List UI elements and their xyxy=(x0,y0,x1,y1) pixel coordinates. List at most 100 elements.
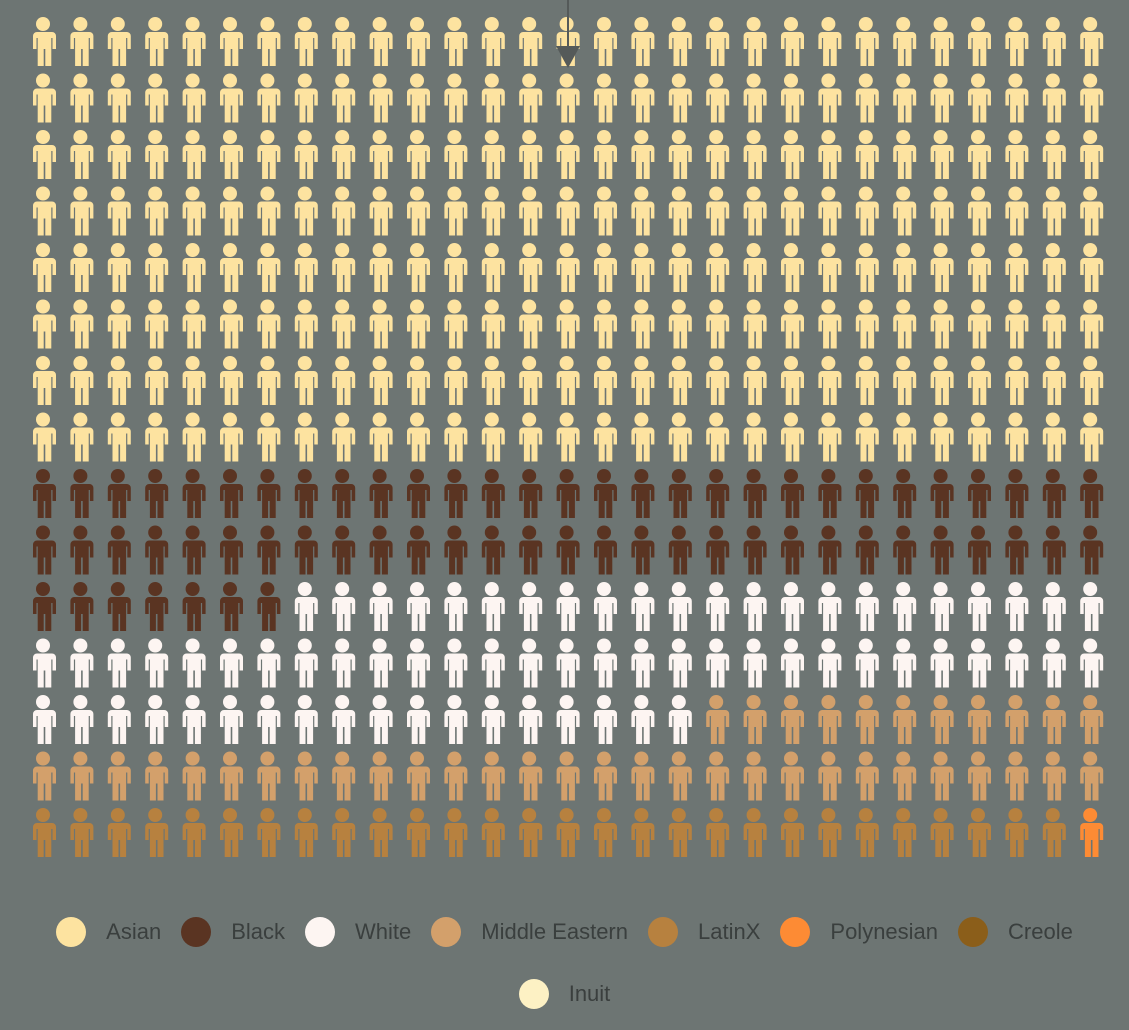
person-icon xyxy=(145,638,169,688)
legend-item-middle-eastern[interactable]: Middle Eastern xyxy=(431,912,628,952)
legend-swatch xyxy=(518,979,549,1009)
person-icon xyxy=(855,525,879,575)
person-icon xyxy=(968,638,991,688)
legend-label: White xyxy=(355,919,412,944)
person-icon xyxy=(818,73,842,123)
person-icon xyxy=(107,695,131,744)
person-icon xyxy=(182,356,206,405)
legend-swatch xyxy=(181,917,212,947)
person-icon xyxy=(855,582,879,631)
person-icon xyxy=(369,638,393,688)
person-icon xyxy=(855,130,879,179)
person-icon xyxy=(145,469,169,518)
person-icon xyxy=(1080,582,1104,631)
person-icon xyxy=(706,73,730,123)
person-icon xyxy=(481,17,505,66)
person-icon xyxy=(1042,751,1066,801)
person-icon xyxy=(519,73,543,123)
person-icon xyxy=(257,638,281,688)
person-icon xyxy=(519,808,543,857)
person-icon xyxy=(257,582,281,631)
person-icon xyxy=(1080,243,1104,292)
legend-item-white[interactable]: White xyxy=(305,912,411,952)
person-icon xyxy=(668,582,692,631)
person-icon xyxy=(407,638,430,688)
person-icon xyxy=(369,356,393,405)
person-icon xyxy=(594,356,617,405)
person-icon xyxy=(818,356,842,405)
person-icon xyxy=(70,469,94,518)
person-icon xyxy=(257,130,281,179)
person-icon xyxy=(145,525,169,575)
person-icon xyxy=(1080,186,1104,236)
legend-item-asian[interactable]: Asian xyxy=(56,912,161,952)
person-icon xyxy=(743,356,767,405)
person-icon xyxy=(893,243,917,292)
person-icon xyxy=(444,186,468,236)
person-icon xyxy=(706,243,730,292)
person-icon xyxy=(631,638,655,688)
person-icon xyxy=(481,243,505,292)
person-icon xyxy=(930,356,954,405)
person-icon xyxy=(668,186,692,236)
person-icon xyxy=(70,243,94,292)
person-icon xyxy=(1005,243,1029,292)
person-icon xyxy=(70,17,94,66)
person-icon xyxy=(332,638,356,688)
person-icon xyxy=(182,299,206,349)
person-icon xyxy=(781,525,804,575)
person-icon xyxy=(1042,525,1066,575)
person-icon xyxy=(893,469,917,518)
person-icon xyxy=(220,695,243,744)
person-icon xyxy=(369,17,393,66)
person-icon xyxy=(1080,356,1104,405)
person-icon xyxy=(107,808,131,857)
person-icon xyxy=(743,130,767,179)
person-icon xyxy=(893,130,917,179)
person-icon xyxy=(781,808,804,857)
person-icon xyxy=(968,356,991,405)
person-icon xyxy=(257,525,281,575)
person-icon xyxy=(743,695,767,744)
person-icon xyxy=(407,299,430,349)
person-icon xyxy=(33,808,56,857)
person-icon xyxy=(444,130,468,179)
person-icon xyxy=(818,695,842,744)
person-icon xyxy=(855,808,879,857)
legend-item-inuit[interactable]: Inuit xyxy=(518,974,610,1014)
person-icon xyxy=(706,525,730,575)
legend-item-polynesian[interactable]: Polynesian xyxy=(780,912,938,952)
person-icon xyxy=(481,751,505,801)
person-icon xyxy=(818,469,842,518)
person-icon xyxy=(1042,73,1066,123)
person-icon xyxy=(182,751,206,801)
person-icon xyxy=(220,299,243,349)
person-icon xyxy=(407,751,430,801)
legend-item-creole[interactable]: Creole xyxy=(958,912,1073,952)
person-icon xyxy=(556,695,580,744)
person-icon xyxy=(706,299,730,349)
person-icon xyxy=(930,695,954,744)
person-icon xyxy=(33,525,56,575)
person-icon xyxy=(556,299,580,349)
person-icon xyxy=(145,73,169,123)
person-icon xyxy=(1005,638,1029,688)
person-icon xyxy=(33,751,56,801)
person-icon xyxy=(369,808,393,857)
person-icon xyxy=(930,412,954,462)
person-icon xyxy=(781,469,804,518)
person-icon xyxy=(294,356,318,405)
person-icon xyxy=(33,130,56,179)
person-icon xyxy=(556,73,580,123)
person-icon xyxy=(631,469,655,518)
person-icon xyxy=(444,299,468,349)
person-icon xyxy=(70,130,94,179)
person-icon xyxy=(781,412,804,462)
person-icon xyxy=(182,186,206,236)
person-icon xyxy=(855,299,879,349)
person-icon xyxy=(107,638,131,688)
legend-item-black[interactable]: Black xyxy=(181,912,285,952)
legend-item-latinx[interactable]: LatinX xyxy=(648,912,760,952)
person-icon xyxy=(519,356,543,405)
person-icon xyxy=(706,695,730,744)
